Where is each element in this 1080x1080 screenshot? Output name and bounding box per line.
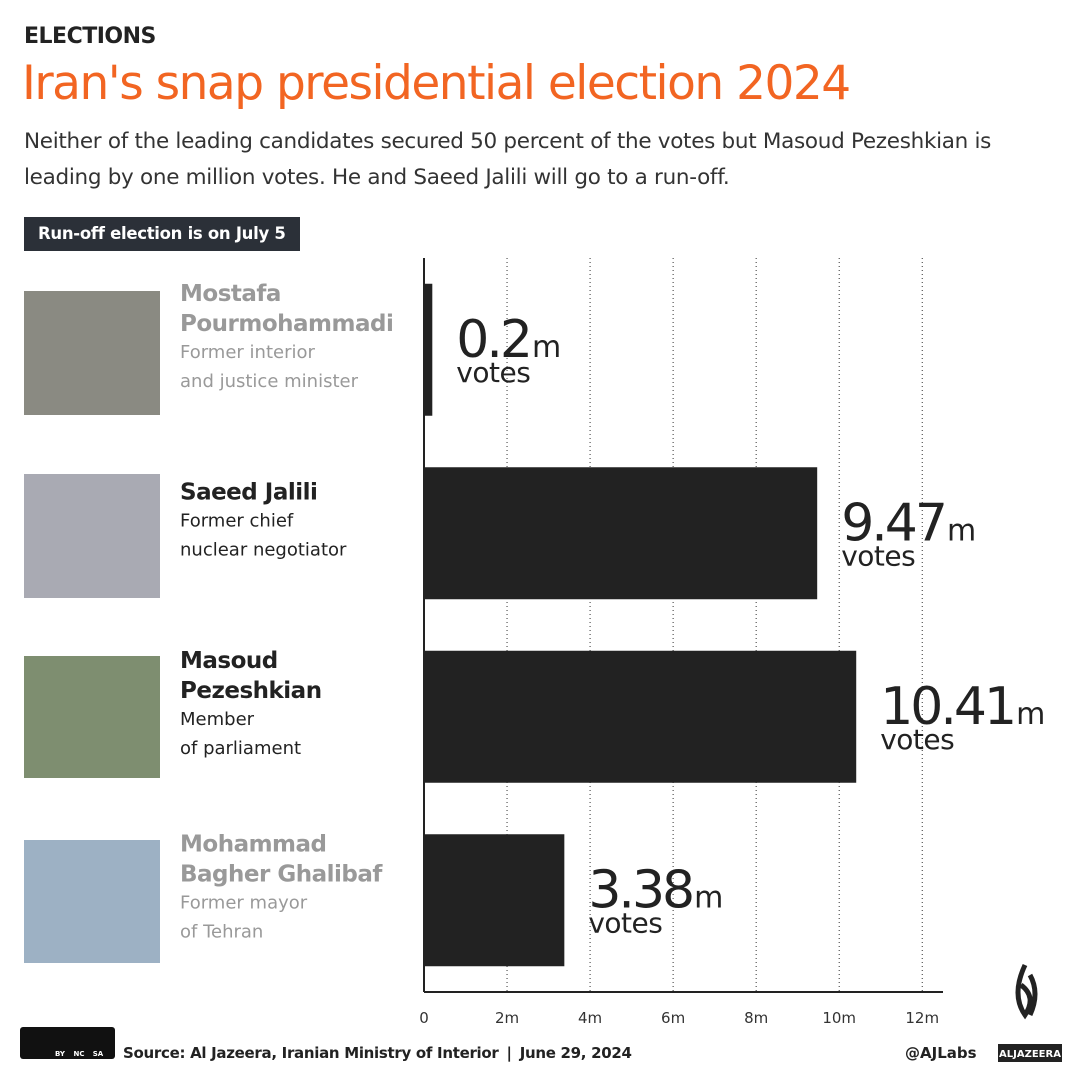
candidate-name: Mostafa: [180, 281, 281, 307]
value-unit: m: [532, 330, 561, 365]
candidate-role: of parliament: [180, 738, 301, 759]
value-label: 9.47m: [841, 493, 976, 553]
source: Source: Al Jazeera, Iranian Ministry of …: [123, 1044, 632, 1063]
value-number: 3.38: [588, 860, 692, 920]
value-number: 0.2: [456, 310, 530, 370]
brand-box: [998, 1044, 1062, 1062]
candidate-name: Saeed Jalili: [180, 479, 317, 505]
bar: [424, 467, 818, 600]
candidate-name: Pezeshkian: [180, 678, 322, 704]
brand: ALJAZEERA: [999, 1049, 1061, 1060]
value-caption: votes: [588, 906, 662, 939]
x-tick-label: 0: [419, 1009, 429, 1027]
license-badge: [20, 1027, 115, 1059]
x-tick-label: 10m: [822, 1009, 856, 1027]
photo: [24, 656, 160, 778]
value-unit: m: [1016, 697, 1045, 732]
photo: [24, 474, 160, 598]
photo: [24, 291, 160, 415]
license-label: NC: [74, 1050, 85, 1058]
logo: [1015, 963, 1038, 1020]
x-tick-label: 6m: [661, 1009, 685, 1027]
date: June 29, 2024: [519, 1044, 632, 1062]
candidate-role: Former mayor: [180, 892, 308, 913]
x-tick-label: 2m: [495, 1009, 519, 1027]
chart-title: Iran's snap presidential election 2024: [22, 56, 851, 111]
bar: [424, 834, 565, 967]
subtitle: Neither of the leading candidates secure…: [24, 129, 992, 190]
source-text: Source: Al Jazeera, Iranian Ministry of …: [123, 1044, 499, 1062]
candidate-name: Mohammad: [180, 831, 327, 857]
x-tick-label: 4m: [578, 1009, 602, 1027]
license-label: BY: [55, 1050, 66, 1058]
candidate-role: nuclear negotiator: [180, 539, 347, 560]
value-label: 3.38m: [588, 860, 723, 920]
bar: [424, 650, 857, 783]
value-caption: votes: [456, 356, 530, 389]
candidate-name: Masoud: [180, 648, 278, 674]
handle: @AJLabs: [905, 1044, 977, 1062]
value-unit: m: [947, 513, 976, 548]
separator: |: [507, 1044, 512, 1063]
value-label: 0.2m: [456, 310, 561, 370]
candidate-role: and justice minister: [180, 371, 359, 392]
value-label: 10.41m: [880, 677, 1045, 737]
candidate-name: Pourmohammadi: [180, 311, 393, 337]
photo: [24, 840, 160, 963]
value-number: 10.41: [880, 677, 1014, 737]
candidate-role: of Tehran: [180, 921, 263, 942]
value-number: 9.47: [841, 493, 945, 553]
value-caption: votes: [841, 539, 915, 572]
value-caption: votes: [880, 723, 954, 756]
x-tick-label: 8m: [744, 1009, 768, 1027]
badge: Run-off election is on July 5: [24, 217, 300, 251]
value-unit: m: [694, 880, 723, 915]
kicker: ELECTIONS: [24, 24, 156, 49]
x-tick-label: 12m: [905, 1009, 939, 1027]
candidate-role: Former chief: [180, 510, 294, 531]
candidate-name: Bagher Ghalibaf: [180, 861, 383, 887]
bar: [424, 283, 433, 416]
candidate-role: Member: [180, 709, 255, 730]
photos: [24, 291, 160, 963]
license-label: SA: [93, 1050, 104, 1058]
candidate-role: Former interior: [180, 342, 315, 363]
